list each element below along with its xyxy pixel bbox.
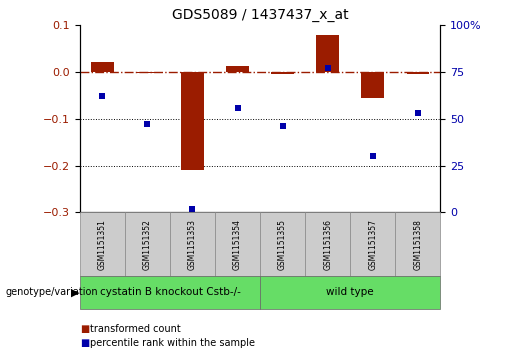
Bar [136,72,159,73]
Text: ▶: ▶ [71,287,79,297]
Text: genotype/variation: genotype/variation [5,287,98,297]
Text: GSM1151358: GSM1151358 [414,219,422,270]
Text: ■: ■ [80,323,89,334]
Bar [406,72,429,74]
Bar [271,72,294,74]
Text: GSM1151353: GSM1151353 [188,219,197,270]
Bar [181,72,204,170]
Text: wild type: wild type [327,287,374,297]
Text: transformed count: transformed count [90,323,181,334]
Bar [91,62,114,72]
Bar [226,66,249,72]
Text: GSM1151352: GSM1151352 [143,219,152,270]
Text: cystatin B knockout Cstb-/-: cystatin B knockout Cstb-/- [99,287,241,297]
Bar [316,35,339,72]
Text: GSM1151354: GSM1151354 [233,219,242,270]
Bar [362,72,384,98]
Text: GSM1151355: GSM1151355 [278,219,287,270]
Text: GSM1151356: GSM1151356 [323,219,332,270]
Text: ■: ■ [80,338,89,348]
Text: GSM1151351: GSM1151351 [98,219,107,270]
Text: GSM1151357: GSM1151357 [368,219,377,270]
Text: percentile rank within the sample: percentile rank within the sample [90,338,255,348]
Title: GDS5089 / 1437437_x_at: GDS5089 / 1437437_x_at [172,8,348,22]
